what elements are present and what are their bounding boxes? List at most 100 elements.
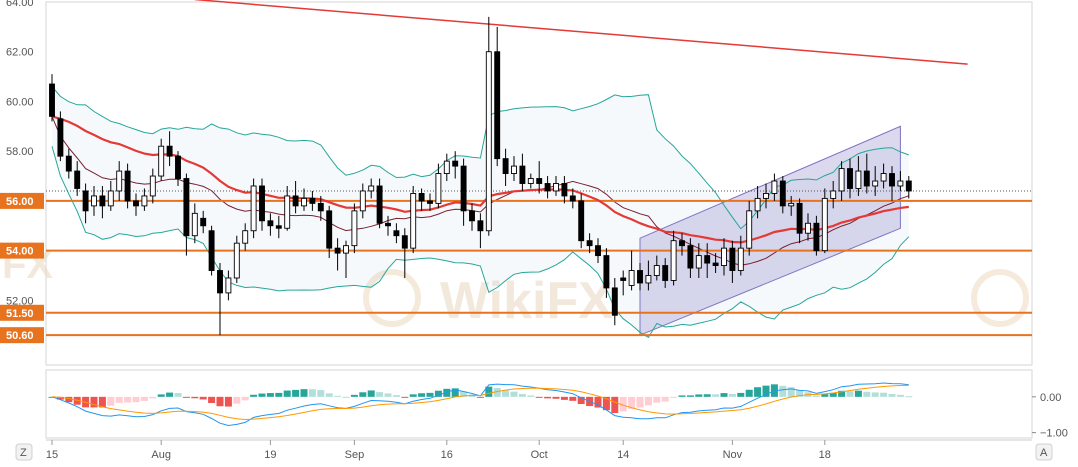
level-badge-2: 51.50 (0, 304, 44, 321)
candle (536, 161, 543, 194)
macd-histogram-bar (308, 389, 316, 397)
auto-scale-button-right[interactable]: A (1035, 443, 1053, 461)
candle (578, 193, 585, 249)
time-tick-label-1: Aug (151, 449, 171, 461)
candle-body (233, 242, 240, 279)
macd-tick-label-0: 0.00 (1040, 392, 1061, 404)
candle (460, 158, 467, 226)
candle-body (536, 178, 543, 184)
candle-body (443, 160, 450, 175)
candle (107, 181, 114, 211)
candle-body (460, 165, 467, 212)
candle-body (863, 170, 870, 187)
level-badge-3: 50.60 (0, 327, 44, 344)
candle-body (175, 155, 181, 179)
candle-body (611, 287, 618, 316)
macd-histogram-bar (896, 394, 904, 397)
macd-histogram-bar (871, 392, 879, 397)
macd-histogram-bar (712, 394, 720, 397)
macd-histogram-bar (695, 394, 703, 397)
macd-histogram-bar (384, 393, 392, 397)
candle-body (729, 247, 736, 271)
candle (284, 185, 291, 231)
macd-histogram-bar (451, 388, 459, 397)
candle-body (99, 195, 106, 207)
candle (544, 176, 551, 199)
macd-histogram-bar (359, 392, 367, 397)
candle-body (502, 158, 509, 175)
macd-histogram-bar (560, 396, 568, 400)
candle (620, 270, 627, 296)
candle (141, 188, 148, 211)
candle (771, 173, 778, 201)
macd-histogram-bar (342, 396, 350, 398)
time-tick-label-7: Nov (723, 449, 743, 461)
candle (376, 178, 383, 229)
macd-histogram-bar (182, 396, 190, 398)
macd-histogram-bar (241, 396, 249, 401)
macd-histogram-bar (644, 396, 652, 406)
candle (863, 153, 870, 194)
candle (721, 238, 727, 276)
candle-body (872, 180, 879, 187)
candle-body (57, 118, 64, 157)
candle-body (65, 155, 72, 172)
level-badge-label: 50.60 (6, 330, 34, 342)
macd-histogram-bar (48, 396, 56, 398)
candle (233, 235, 240, 283)
candle-body (485, 51, 492, 232)
candle (746, 200, 753, 256)
log-scale-button-left[interactable]: Z (15, 443, 33, 461)
bb-basis-line (51, 116, 909, 266)
candle (511, 156, 517, 182)
candle (788, 195, 795, 216)
macd-histogram-bar (409, 394, 417, 397)
candle-body (217, 270, 223, 294)
candle-body (880, 173, 887, 182)
candle (527, 173, 534, 189)
candle (49, 74, 55, 122)
candle (897, 171, 904, 191)
macd-histogram-bar (846, 391, 854, 397)
candle (670, 230, 677, 286)
macd-histogram-bar (434, 390, 442, 397)
candle (259, 178, 265, 231)
candle (351, 203, 358, 254)
candle-body (746, 210, 753, 249)
macd-histogram-bar (577, 396, 585, 405)
candle-body (553, 183, 559, 192)
macd-histogram-bar (888, 394, 896, 397)
candle-body (704, 255, 711, 264)
candle (99, 185, 106, 219)
macd-histogram-bar (90, 396, 98, 408)
candle (225, 270, 232, 301)
candle-body (889, 173, 895, 187)
candle (57, 111, 64, 162)
candle-body (242, 230, 249, 244)
candle (217, 263, 223, 336)
time-tick-label-4: 16 (441, 449, 453, 461)
candle-body (645, 275, 652, 284)
candle (637, 263, 643, 291)
candle-body (628, 270, 635, 286)
candle (435, 163, 442, 209)
macd-histogram-bar (552, 396, 560, 399)
candle (124, 163, 131, 209)
macd-histogram-bar (485, 386, 493, 397)
candle-body (393, 230, 400, 237)
candle-body (250, 185, 257, 232)
candle-body (452, 160, 459, 167)
candle-body (107, 190, 114, 207)
candle (368, 178, 375, 199)
candle (401, 228, 408, 278)
candle (317, 195, 324, 221)
macd-histogram-bar (174, 393, 182, 397)
candle-body (477, 220, 484, 232)
candle-body (788, 202, 795, 207)
candle-body (158, 145, 165, 177)
macd-histogram-bar (300, 389, 308, 397)
macd-histogram-bar (199, 396, 207, 400)
macd-histogram-bar (140, 396, 148, 401)
candle-body (267, 220, 274, 227)
